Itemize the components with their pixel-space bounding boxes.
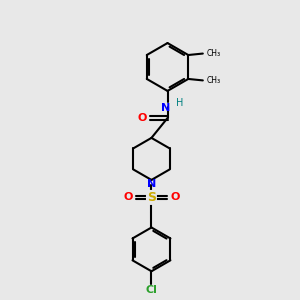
Text: H: H [176,98,183,108]
Text: O: O [170,192,180,203]
Text: S: S [147,191,156,204]
Text: CH₃: CH₃ [206,76,220,85]
Text: N: N [161,103,171,113]
Text: O: O [137,113,146,123]
Text: CH₃: CH₃ [206,49,220,58]
Text: N: N [147,179,156,189]
Text: Cl: Cl [146,285,158,295]
Text: O: O [123,192,133,203]
